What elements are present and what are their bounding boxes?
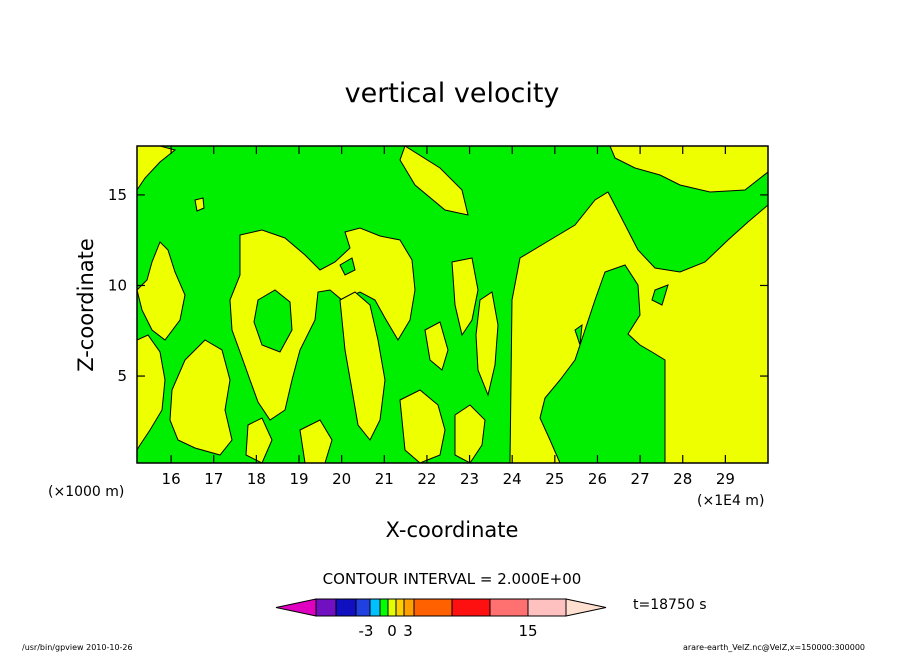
colorbar-segment <box>413 598 453 617</box>
positive-region <box>245 417 273 463</box>
x-tick-label: 23 <box>460 470 479 488</box>
colorbar-segment <box>379 598 389 617</box>
negative-region <box>339 257 356 276</box>
x-tick-label: 17 <box>204 470 223 488</box>
positive-region <box>451 257 479 337</box>
contour-interval-label: CONTOUR INTERVAL = 2.000E+00 <box>323 570 582 588</box>
colorbar-arrow-left <box>275 598 317 617</box>
colorbar-tick-label: 15 <box>518 622 537 640</box>
x-tick-label: 18 <box>247 470 266 488</box>
positive-region <box>399 146 469 216</box>
x-tick-label: 22 <box>417 470 436 488</box>
positive-region <box>229 227 416 421</box>
plot-area: 16 17 18 19 20 21 22 23 24 25 26 27 28 29 5 10 15 <box>108 145 769 488</box>
x-tick-label: 26 <box>588 470 607 488</box>
positive-region <box>609 146 768 193</box>
x-unit-left: (×1000 m) <box>48 484 124 500</box>
x-tick-label: 29 <box>716 470 735 488</box>
positive-region <box>169 339 233 456</box>
negative-region <box>651 284 669 306</box>
negative-region <box>574 323 583 346</box>
footer-left: /usr/bin/gpview 2010-10-26 <box>22 643 133 652</box>
x-tick-label: 27 <box>631 470 650 488</box>
positive-region <box>339 291 386 441</box>
x-tick-label: 25 <box>545 470 564 488</box>
positive-region <box>454 404 486 463</box>
y-tick-label: 15 <box>108 186 127 204</box>
footer-right: arare-earth_VelZ.nc@VelZ,x=150000:300000 <box>683 643 865 652</box>
positive-region <box>137 146 177 191</box>
y-axis-label: Z-coordinate <box>74 238 98 372</box>
colorbar-segment <box>315 598 337 617</box>
positive-region <box>194 197 205 212</box>
x-unit-right: (×1E4 m) <box>697 493 764 509</box>
colorbar-segment <box>489 598 529 617</box>
colorbar: -3 0 3 15 <box>275 598 607 640</box>
colorbar-segment <box>369 598 381 617</box>
y-tick-label: 10 <box>108 276 127 294</box>
colorbar-segment <box>355 598 371 617</box>
positive-region <box>137 334 166 451</box>
y-axis: 5 10 15 <box>108 186 768 385</box>
colorbar-segment <box>403 598 415 617</box>
x-axis: 16 17 18 19 20 21 22 23 24 25 26 27 28 29 <box>162 146 735 488</box>
x-tick-label: 21 <box>375 470 394 488</box>
x-tick-label: 20 <box>332 470 351 488</box>
positive-region <box>137 241 186 341</box>
colorbar-tick-label: -3 <box>359 622 374 640</box>
colorbar-segment <box>335 598 357 617</box>
x-axis-label: X-coordinate <box>386 518 519 542</box>
colorbar-tick-label: 0 <box>387 622 397 640</box>
x-tick-label: 28 <box>673 470 692 488</box>
negative-region <box>253 289 293 353</box>
field-regions <box>137 146 768 463</box>
x-tick-label: 19 <box>289 470 308 488</box>
positive-region <box>475 291 499 397</box>
colorbar-tick-label: 3 <box>403 622 413 640</box>
colorbar-segment <box>387 598 397 617</box>
y-tick-label: 5 <box>117 367 127 385</box>
colorbar-segment <box>451 598 491 617</box>
positive-region <box>399 389 446 463</box>
x-tick-label: 16 <box>162 470 181 488</box>
positive-region <box>509 191 768 463</box>
time-label: t=18750 s <box>633 597 707 613</box>
positive-region <box>424 321 449 371</box>
chart-title: vertical velocity <box>345 78 560 109</box>
plot-frame <box>136 145 769 464</box>
colorbar-segment <box>527 598 567 617</box>
positive-region <box>299 419 333 463</box>
colorbar-arrow-right <box>565 598 607 617</box>
colorbar-segment <box>395 598 405 617</box>
x-tick-label: 24 <box>503 470 522 488</box>
